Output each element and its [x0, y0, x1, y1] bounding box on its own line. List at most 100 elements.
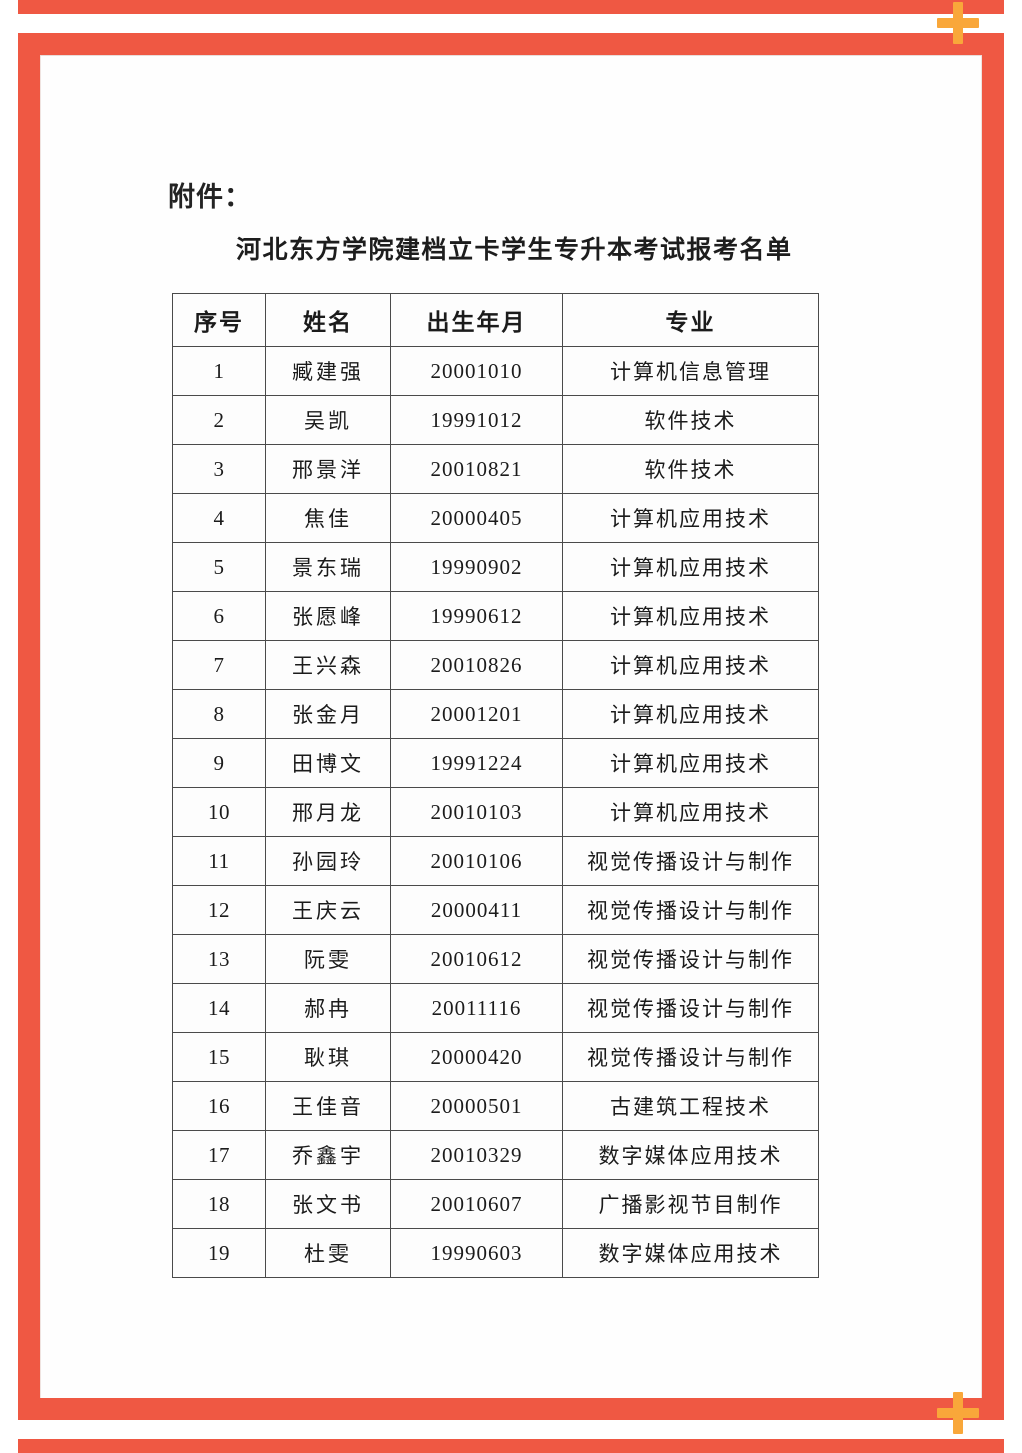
- cell-birth: 20000411: [390, 885, 563, 935]
- cell-major: 古建筑工程技术: [562, 1081, 819, 1131]
- cell-name: 王庆云: [265, 885, 391, 935]
- cell-name: 郝冉: [265, 983, 391, 1033]
- cell-name: 杜雯: [265, 1228, 391, 1278]
- cell-birth: 20010106: [390, 836, 563, 886]
- cell-birth: 20000405: [390, 493, 563, 543]
- cell-birth: 20000501: [390, 1081, 563, 1131]
- cell-major: 广播影视节目制作: [562, 1179, 819, 1229]
- cell-index: 12: [172, 885, 266, 935]
- roster-table-wrapper: 序号 姓名 出生年月 专业 1 臧建强 20001010 计算机信息管理 2 吴凯 1999…: [172, 293, 819, 1278]
- cell-major: 视觉传播设计与制作: [562, 885, 819, 935]
- cell-birth: 20001010: [390, 346, 563, 396]
- table-row: 7 王兴森 20010826 计算机应用技术: [172, 640, 819, 690]
- cell-major: 计算机信息管理: [562, 346, 819, 396]
- cell-name: 邢月龙: [265, 787, 391, 837]
- cell-name: 邢景洋: [265, 444, 391, 494]
- cell-birth: 20001201: [390, 689, 563, 739]
- cell-name: 田博文: [265, 738, 391, 788]
- cell-index: 11: [172, 836, 266, 886]
- cell-birth: 20011116: [390, 983, 563, 1033]
- cell-name: 阮雯: [265, 934, 391, 984]
- cell-birth: 20010612: [390, 934, 563, 984]
- cell-index: 4: [172, 493, 266, 543]
- cell-major: 软件技术: [562, 395, 819, 445]
- cell-index: 13: [172, 934, 266, 984]
- cell-index: 19: [172, 1228, 266, 1278]
- table-row: 17 乔鑫宇 20010329 数字媒体应用技术: [172, 1130, 819, 1180]
- table-row: 18 张文书 20010607 广播影视节目制作: [172, 1179, 819, 1229]
- cell-name: 景东瑞: [265, 542, 391, 592]
- table-row: 5 景东瑞 19990902 计算机应用技术: [172, 542, 819, 592]
- cell-birth: 19990902: [390, 542, 563, 592]
- cell-name: 王佳音: [265, 1081, 391, 1131]
- cell-index: 15: [172, 1032, 266, 1082]
- cell-birth: 19990612: [390, 591, 563, 641]
- cell-index: 18: [172, 1179, 266, 1229]
- cell-index: 10: [172, 787, 266, 837]
- cell-name: 张愿峰: [265, 591, 391, 641]
- cell-major: 软件技术: [562, 444, 819, 494]
- table-row: 12 王庆云 20000411 视觉传播设计与制作: [172, 885, 819, 935]
- page-title: 河北东方学院建档立卡学生专升本考试报考名单: [236, 237, 793, 264]
- table-header-row: 序号 姓名 出生年月 专业: [172, 293, 819, 347]
- cell-index: 14: [172, 983, 266, 1033]
- cell-index: 3: [172, 444, 266, 494]
- column-header-index: 序号: [172, 293, 266, 347]
- cell-index: 2: [172, 395, 266, 445]
- column-header-name: 姓名: [265, 293, 391, 347]
- cell-birth: 20010821: [390, 444, 563, 494]
- cell-major: 计算机应用技术: [562, 689, 819, 739]
- table-row: 6 张愿峰 19990612 计算机应用技术: [172, 591, 819, 641]
- cell-name: 王兴森: [265, 640, 391, 690]
- cell-index: 7: [172, 640, 266, 690]
- cell-index: 16: [172, 1081, 266, 1131]
- table-row: 3 邢景洋 20010821 软件技术: [172, 444, 819, 494]
- cell-major: 计算机应用技术: [562, 493, 819, 543]
- cell-major: 数字媒体应用技术: [562, 1228, 819, 1278]
- cell-index: 5: [172, 542, 266, 592]
- roster-table-body: 1 臧建强 20001010 计算机信息管理 2 吴凯 19991012 软件技术 3 邢景洋 20…: [172, 346, 819, 1278]
- cell-name: 孙园玲: [265, 836, 391, 886]
- table-row: 14 郝冉 20011116 视觉传播设计与制作: [172, 983, 819, 1033]
- plus-icon-bottom-right: [937, 1392, 979, 1434]
- cell-major: 视觉传播设计与制作: [562, 934, 819, 984]
- table-row: 8 张金月 20001201 计算机应用技术: [172, 689, 819, 739]
- cell-name: 张文书: [265, 1179, 391, 1229]
- cell-major: 数字媒体应用技术: [562, 1130, 819, 1180]
- cell-major: 计算机应用技术: [562, 738, 819, 788]
- column-header-birth: 出生年月: [390, 293, 563, 347]
- table-row: 4 焦佳 20000405 计算机应用技术: [172, 493, 819, 543]
- cell-major: 计算机应用技术: [562, 591, 819, 641]
- plus-icon-top-right: [937, 2, 979, 44]
- cell-name: 张金月: [265, 689, 391, 739]
- roster-table: 序号 姓名 出生年月 专业 1 臧建强 20001010 计算机信息管理 2 吴凯 1999…: [172, 293, 819, 1278]
- cell-index: 6: [172, 591, 266, 641]
- document-content: 附件： 河北东方学院建档立卡学生专升本考试报考名单 序号 姓名 出生年月 专业: [40, 55, 982, 1398]
- cell-name: 焦佳: [265, 493, 391, 543]
- table-row: 9 田博文 19991224 计算机应用技术: [172, 738, 819, 788]
- cell-index: 8: [172, 689, 266, 739]
- cell-name: 乔鑫宇: [265, 1130, 391, 1180]
- cell-birth: 20010103: [390, 787, 563, 837]
- cell-major: 计算机应用技术: [562, 787, 819, 837]
- cell-index: 9: [172, 738, 266, 788]
- cell-index: 1: [172, 346, 266, 396]
- table-row: 19 杜雯 19990603 数字媒体应用技术: [172, 1228, 819, 1278]
- cell-name: 吴凯: [265, 395, 391, 445]
- attachment-label: 附件：: [168, 182, 252, 212]
- cell-major: 计算机应用技术: [562, 640, 819, 690]
- column-header-major: 专业: [562, 293, 819, 347]
- table-row: 13 阮雯 20010612 视觉传播设计与制作: [172, 934, 819, 984]
- table-row: 2 吴凯 19991012 软件技术: [172, 395, 819, 445]
- cell-major: 计算机应用技术: [562, 542, 819, 592]
- cell-birth: 20010329: [390, 1130, 563, 1180]
- cell-birth: 20010607: [390, 1179, 563, 1229]
- cell-birth: 20000420: [390, 1032, 563, 1082]
- table-row: 1 臧建强 20001010 计算机信息管理: [172, 346, 819, 396]
- cell-major: 视觉传播设计与制作: [562, 1032, 819, 1082]
- table-row: 10 邢月龙 20010103 计算机应用技术: [172, 787, 819, 837]
- cell-index: 17: [172, 1130, 266, 1180]
- cell-birth: 20010826: [390, 640, 563, 690]
- cell-birth: 19991012: [390, 395, 563, 445]
